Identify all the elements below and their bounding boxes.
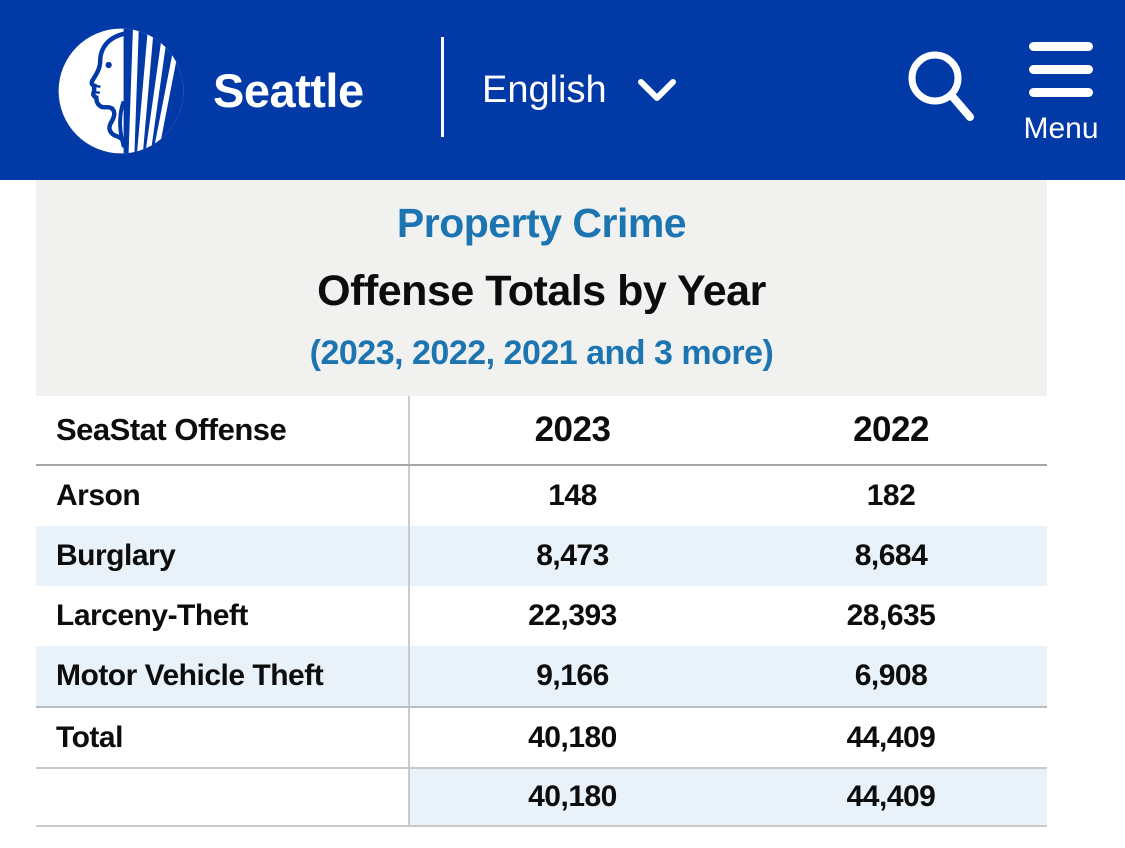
offense-table: SeaStat Offense 2023 2022 Arson 148 182 … bbox=[36, 396, 1047, 827]
hamburger-bar bbox=[1029, 42, 1093, 51]
seattle-logo-icon bbox=[58, 28, 184, 154]
row-label: Larceny-Theft bbox=[36, 586, 410, 646]
report-header: Property Crime Offense Totals by Year (2… bbox=[36, 180, 1047, 396]
site-title[interactable]: Seattle bbox=[213, 63, 364, 117]
hamburger-bar bbox=[1029, 88, 1093, 97]
site-header: Seattle English Menu bbox=[0, 0, 1125, 180]
row-label: Motor Vehicle Theft bbox=[36, 646, 410, 706]
value-2022: 44,409 bbox=[846, 720, 936, 754]
value-2022: 6,908 bbox=[854, 659, 928, 692]
table-header-row: SeaStat Offense 2023 2022 bbox=[36, 396, 1047, 466]
seattle-city-logo[interactable] bbox=[56, 26, 186, 156]
column-header-offense: SeaStat Offense bbox=[36, 396, 410, 464]
row-label: Arson bbox=[36, 466, 410, 526]
header-divider bbox=[441, 37, 444, 137]
menu-button[interactable]: Menu bbox=[1014, 42, 1108, 146]
table-row-arson: Arson 148 182 bbox=[36, 466, 1047, 526]
table-footer-row: 40,180 44,409 bbox=[36, 767, 1047, 827]
value-2022: 182 bbox=[866, 479, 916, 512]
column-header-2022: 2022 bbox=[853, 410, 929, 449]
language-label: English bbox=[482, 68, 607, 111]
chevron-down-icon bbox=[637, 79, 676, 101]
footer-value-2022: 44,409 bbox=[735, 769, 1047, 825]
column-header-2023: 2023 bbox=[534, 410, 611, 449]
value-2022: 8,684 bbox=[854, 539, 928, 572]
value-2023: 9,166 bbox=[536, 659, 609, 692]
value-2023: 40,180 bbox=[528, 720, 617, 754]
hamburger-icon bbox=[1029, 42, 1093, 97]
menu-label: Menu bbox=[1023, 112, 1099, 145]
table-row-total: Total 40,180 44,409 bbox=[36, 706, 1047, 767]
hamburger-bar bbox=[1029, 65, 1093, 74]
table-row-motor-vehicle-theft: Motor Vehicle Theft 9,166 6,908 bbox=[36, 646, 1047, 706]
main-content: Property Crime Offense Totals by Year (2… bbox=[36, 180, 1047, 827]
footer-value-2023: 40,180 bbox=[410, 769, 735, 825]
language-selector[interactable]: English bbox=[482, 0, 677, 180]
value-2022: 28,635 bbox=[846, 599, 936, 632]
table-row-larceny-theft: Larceny-Theft 22,393 28,635 bbox=[36, 586, 1047, 646]
value-2023: 148 bbox=[548, 479, 597, 512]
report-subtitle: (2023, 2022, 2021 and 3 more) bbox=[309, 334, 774, 372]
report-title: Offense Totals by Year bbox=[317, 267, 766, 315]
row-label: Burglary bbox=[36, 526, 410, 586]
row-label: Total bbox=[36, 708, 410, 767]
value-2023: 8,473 bbox=[536, 539, 609, 572]
value-2023: 22,393 bbox=[528, 599, 617, 632]
search-button[interactable] bbox=[900, 45, 980, 135]
footer-label bbox=[36, 769, 410, 825]
search-icon bbox=[908, 51, 974, 121]
table-row-burglary: Burglary 8,473 8,684 bbox=[36, 526, 1047, 586]
report-category: Property Crime bbox=[396, 200, 687, 246]
